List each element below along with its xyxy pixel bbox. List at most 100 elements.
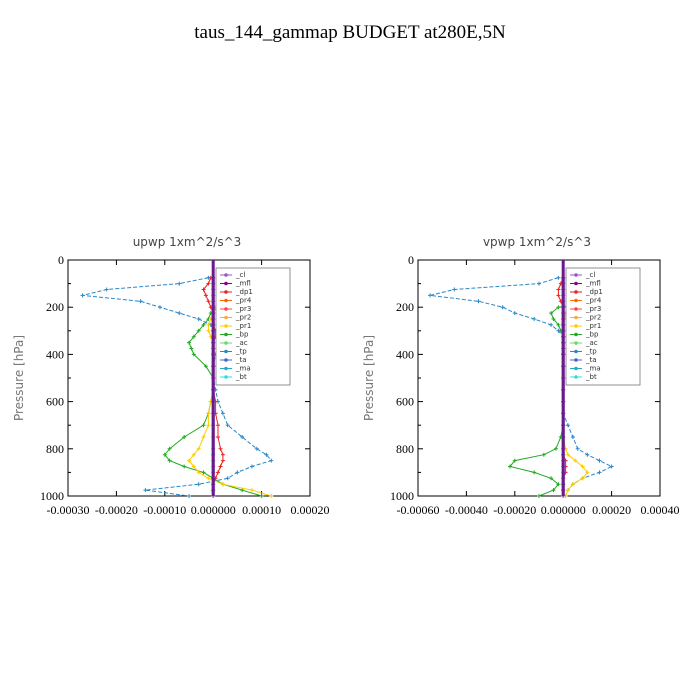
x-tick-label: 0.00020 <box>291 503 330 517</box>
data-point-tp <box>264 452 269 457</box>
data-point-bp <box>196 328 201 333</box>
data-point-tp <box>500 305 505 310</box>
data-point-tp <box>537 281 541 286</box>
data-point-bp <box>556 322 561 327</box>
data-point-dp1 <box>216 435 220 439</box>
y-axis-title: Pressure [hPa] <box>362 335 376 421</box>
y-tick-label: 800 <box>46 442 64 456</box>
data-point-tp <box>597 458 602 463</box>
y-tick-label: 0 <box>408 253 414 267</box>
data-point-tp <box>575 446 580 451</box>
legend-label: _cl <box>235 271 245 279</box>
legend-label: _pr3 <box>585 305 601 313</box>
legend-label: _pr2 <box>585 314 601 322</box>
data-point-tp <box>566 423 570 428</box>
chart-panel-upwp: upwp 1xm^2/s^3 Pressure [hPa] 0 200 400 600 80… <box>12 235 330 517</box>
legend-marker <box>574 375 578 379</box>
data-point-pr1 <box>187 458 191 463</box>
data-point-pr1 <box>196 470 201 475</box>
data-point-tp <box>225 476 230 481</box>
data-point-tp <box>240 435 245 439</box>
data-point-pr1 <box>220 482 225 487</box>
data-point-bp <box>240 488 245 493</box>
legend-label: _dp1 <box>585 288 603 296</box>
legend-marker <box>574 307 578 311</box>
y-tick-label: 400 <box>396 347 414 361</box>
data-point-tp <box>570 435 575 439</box>
data-point-bp <box>512 458 517 463</box>
data-point-tp <box>476 299 481 304</box>
data-point-tp <box>177 311 182 316</box>
data-point-bp <box>189 346 194 351</box>
data-point-tp <box>254 446 259 451</box>
legend-label: _ta <box>585 356 597 364</box>
data-point-bp <box>203 364 208 369</box>
data-point-bp <box>167 458 172 463</box>
data-point-pr1 <box>206 322 211 327</box>
data-point-dp1 <box>218 464 223 469</box>
legend-marker <box>224 307 228 311</box>
data-point-bp <box>553 446 558 451</box>
data-point-pr1 <box>566 488 570 493</box>
data-point-bp <box>508 464 512 469</box>
data-point-pr1 <box>585 470 590 475</box>
legend-label: _cl <box>585 271 595 279</box>
panel-title: vpwp 1xm^2/s^3 <box>483 235 591 249</box>
legend-marker <box>224 324 228 328</box>
data-point-bp <box>541 452 546 457</box>
x-tick-label: -0.00020 <box>493 503 536 517</box>
data-point-bp <box>549 311 554 316</box>
legend-marker <box>574 281 578 286</box>
legend-label: _bt <box>585 373 597 381</box>
y-tick-label: 800 <box>396 442 414 456</box>
legend-marker <box>224 366 228 371</box>
data-point-dp1 <box>216 423 220 428</box>
legend-marker <box>574 290 578 294</box>
data-point-tp <box>158 305 162 310</box>
legend-label: _dp1 <box>235 288 253 296</box>
data-point-pr1 <box>249 488 254 493</box>
data-point-dp1 <box>218 446 223 451</box>
data-point-bp <box>556 305 561 310</box>
legend-label: _ac <box>585 339 598 347</box>
x-tick-label: 0.00040 <box>641 503 680 517</box>
data-point-bp <box>182 464 187 469</box>
data-point-bp <box>201 423 206 428</box>
data-point-pr1 <box>191 452 196 457</box>
x-tick-label: 0.000000 <box>541 503 586 517</box>
data-point-bp <box>537 494 541 498</box>
legend-label: _bp <box>235 331 249 339</box>
data-point-tp <box>225 423 230 428</box>
data-point-pr1 <box>206 476 211 481</box>
data-point-dp1 <box>216 470 220 475</box>
data-point-bp <box>201 470 206 475</box>
y-tick-label: 200 <box>46 300 64 314</box>
legend-marker <box>574 324 578 328</box>
legend-label: _pr1 <box>235 322 251 330</box>
data-point-tp <box>428 293 433 298</box>
data-point-dp1 <box>556 293 561 298</box>
x-tick-label: 0.000000 <box>191 503 236 517</box>
legend-marker <box>574 332 578 337</box>
data-point-pr1 <box>206 411 211 416</box>
data-point-bp <box>551 317 556 321</box>
legend-marker <box>574 349 578 354</box>
data-point-bp <box>187 340 191 345</box>
y-tick-label: 0 <box>58 253 64 267</box>
data-point-bp <box>549 476 554 481</box>
data-point-bp <box>556 482 561 487</box>
data-point-pr1 <box>201 435 206 439</box>
data-point-tp <box>549 322 554 327</box>
legend-marker <box>574 273 578 277</box>
data-point-tp <box>269 458 274 463</box>
data-point-tp <box>104 287 109 292</box>
y-tick-label: 1000 <box>40 489 64 503</box>
chart-panel-vpwp: vpwp 1xm^2/s^3 Pressure [hPa] 0 200 400 600 80… <box>362 235 680 517</box>
y-tick-label: 1000 <box>390 489 414 503</box>
data-point-tp <box>220 411 225 416</box>
legend-label: _ma <box>585 365 601 373</box>
y-tick-label: 600 <box>396 395 414 409</box>
legend-label: _pr4 <box>585 297 602 305</box>
legend-label: _mfl <box>585 280 601 288</box>
legend-marker <box>224 298 228 303</box>
